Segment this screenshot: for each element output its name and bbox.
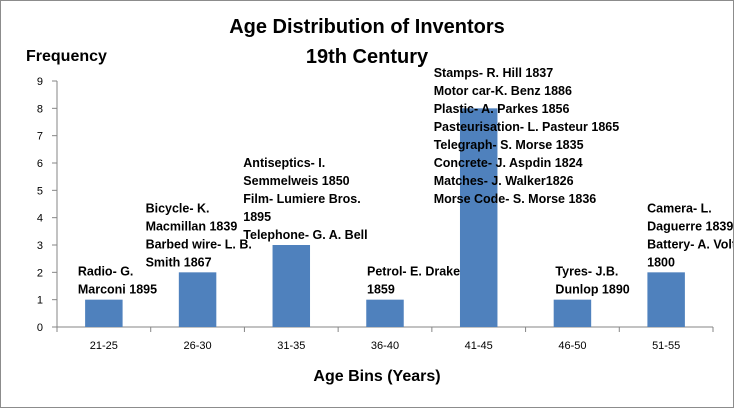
bar-annotation-line: Marconi 1895: [78, 283, 157, 297]
x-tick-label: 46-50: [558, 340, 586, 352]
bar-annotations: Radio- G. Marconi 1895 Bicycle- K. Macmilla…: [78, 66, 733, 297]
x-tick-label: 21-25: [90, 340, 118, 352]
bar: [178, 272, 217, 327]
bar-annotation-line: Morse Code- S. Morse 1836: [434, 192, 597, 206]
bar-annotation-line: 1859: [367, 283, 395, 297]
bar-annotation-line: Concrete- J. Aspdin 1824: [434, 156, 583, 170]
bar-annotation-line: 1800: [647, 255, 675, 269]
bar-annotation-line: Smith 1867: [146, 255, 212, 269]
bar: [366, 299, 404, 327]
bar-annotation-line: Telegraph- S. Morse 1835: [434, 138, 584, 152]
bar-annotation-line: Macmillan 1839: [146, 219, 238, 233]
bar-annotation-line: Motor car-K. Benz 1886: [434, 84, 572, 98]
x-axis: 21-25 26-30 31-35 36-40 41-45 46-50 51-55: [56, 326, 714, 352]
y-tick-label: 4: [37, 213, 43, 225]
y-tick-label: 3: [37, 240, 43, 252]
bar-annotation-line: Daguerre 1839: [647, 219, 733, 233]
x-tick-label: 36-40: [371, 340, 399, 352]
bars: [85, 108, 685, 327]
x-tick-label: 26-30: [184, 340, 212, 352]
bar-annotation-line: Pasteurisation- L. Pasteur 1865: [434, 120, 620, 134]
bar: [272, 245, 311, 327]
bar-annotation-line: 1895: [243, 210, 271, 224]
y-tick-label: 5: [37, 185, 43, 197]
chart-title-line-1: Age Distribution of Inventors: [229, 16, 505, 38]
bar-annotation-line: Plastic- A. Parkes 1856: [434, 102, 570, 116]
bar-annotation-line: Semmelweis 1850: [243, 174, 349, 188]
x-tick-label: 41-45: [465, 340, 493, 352]
y-axis-title: Frequency: [26, 48, 107, 65]
y-axis: 0 1 2 3 4 5 6 7 8 9: [37, 76, 58, 334]
y-tick-label: 6: [37, 158, 43, 170]
bar-annotation-line: Telephone- G. A. Bell: [243, 228, 367, 242]
y-tick-label: 8: [37, 103, 43, 115]
bar-annotation-line: Radio- G.: [78, 265, 134, 279]
y-tick-label: 2: [37, 267, 43, 279]
bar: [85, 299, 123, 327]
bar-annotation-line: Battery- A. Volta: [647, 237, 733, 251]
y-tick-label: 9: [37, 76, 43, 88]
bar-annotation-line: Bicycle- K.: [146, 201, 210, 215]
x-axis-title: Age Bins (Years): [313, 368, 440, 385]
bar-annotation-line: Camera- L.: [647, 201, 712, 215]
bar: [459, 108, 498, 327]
bar-annotation-line: Matches- J. Walker1826: [434, 174, 574, 188]
bar-annotation-line: Antiseptics- I.: [243, 156, 325, 170]
y-tick-label: 0: [37, 322, 43, 334]
bar-annotation-line: Film- Lumiere Bros.: [243, 192, 360, 206]
bar-annotation-line: Petrol- E. Drake: [367, 265, 460, 279]
bar-annotation-line: Stamps- R. Hill 1837: [434, 66, 554, 80]
chart-title-line-2: 19th Century: [306, 46, 429, 68]
bar: [647, 272, 685, 327]
x-tick-label: 51-55: [652, 340, 680, 352]
x-tick-label: 31-35: [277, 340, 305, 352]
bar-annotation-line: Dunlop 1890: [555, 283, 629, 297]
y-tick-label: 7: [37, 131, 43, 143]
bar: [553, 299, 592, 327]
bar-annotation-line: Tyres- J.B.: [555, 265, 618, 279]
bar-annotation-line: Barbed wire- L. B.: [146, 237, 252, 251]
y-tick-label: 1: [37, 295, 43, 307]
